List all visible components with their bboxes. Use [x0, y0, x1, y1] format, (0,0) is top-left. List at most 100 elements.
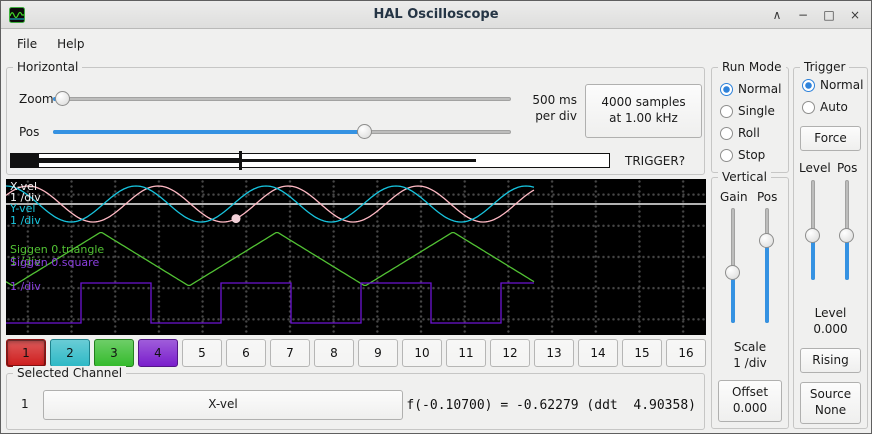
channel-button-3[interactable]: 3 [94, 339, 134, 367]
channel-button-15[interactable]: 15 [622, 339, 662, 367]
vertical-group: Vertical Gain Pos Scale 1 /div Offset 0.… [711, 170, 789, 429]
channel-button-8[interactable]: 8 [314, 339, 354, 367]
trigger-source-button[interactable]: Source None [800, 382, 861, 424]
run-mode-option-single[interactable]: Single [720, 104, 781, 118]
channel-button-12[interactable]: 12 [490, 339, 530, 367]
trigger-pos-slider[interactable] [838, 180, 856, 280]
window-controls: ∧ − □ × [769, 8, 863, 22]
channel-button-7[interactable]: 7 [270, 339, 310, 367]
time-per-div-line1: 500 ms [532, 93, 577, 107]
vertical-group-title: Vertical [718, 170, 771, 184]
radio-icon [720, 126, 733, 140]
trigger-pos-handle[interactable] [839, 228, 854, 243]
menubar: File Help [1, 29, 871, 59]
zoom-slider-groove[interactable] [53, 97, 511, 101]
channel-button-13[interactable]: 13 [534, 339, 574, 367]
pos-slider-handle[interactable] [357, 124, 373, 139]
selected-channel-button-label: X-vel [208, 397, 238, 412]
gain-slider[interactable] [724, 208, 742, 323]
maximize-icon[interactable]: □ [823, 7, 835, 22]
offset-button-line2: 0.000 [732, 401, 768, 415]
scale-value: 1 /div [733, 356, 767, 370]
radio-icon [720, 82, 733, 96]
channel-button-1[interactable]: 1 [6, 339, 46, 367]
slope-button[interactable]: Rising [800, 348, 861, 373]
shade-icon[interactable]: ∧ [772, 7, 782, 22]
trigger-question-label: TRIGGER? [625, 154, 686, 168]
app-icon[interactable] [9, 6, 25, 23]
channel-button-14[interactable]: 14 [578, 339, 618, 367]
vertical-pos-slider[interactable] [758, 208, 776, 323]
radio-icon [720, 148, 733, 162]
force-button-label: Force [814, 130, 847, 145]
trigger-source-line2: None [814, 403, 847, 417]
gain-slider-handle[interactable] [725, 265, 740, 281]
channel-button-2[interactable]: 2 [50, 339, 90, 367]
channel-button-9[interactable]: 9 [358, 339, 398, 367]
pos-label: Pos [19, 125, 40, 139]
horizontal-pos-slider[interactable] [53, 123, 511, 141]
time-per-div-label: 500 ms per div [512, 92, 577, 124]
trace-x-vel [6, 185, 535, 223]
record-extent-line [241, 159, 476, 162]
minimize-icon[interactable]: − [797, 7, 809, 22]
radio-label: Roll [738, 126, 760, 140]
trigger-mode-option-normal[interactable]: Normal [802, 78, 863, 92]
channel-readout: f(-0.10700) = -0.62279 (ddt 4.90358) [406, 398, 696, 413]
slope-button-label: Rising [812, 352, 849, 367]
record-pretrigger-block [11, 154, 39, 167]
run-mode-option-roll[interactable]: Roll [720, 126, 781, 140]
gain-slider-fill [731, 279, 735, 323]
trigger-pos-slider-label: Pos [837, 161, 858, 175]
record-position-bar[interactable] [10, 151, 610, 170]
radio-label: Single [738, 104, 775, 118]
trace-siggen-0-triangle [6, 231, 535, 287]
window-title: HAL Oscilloscope [373, 7, 499, 22]
channel-button-16[interactable]: 16 [666, 339, 706, 367]
selected-channel-button[interactable]: X-vel [43, 390, 403, 420]
channel-button-11[interactable]: 11 [446, 339, 486, 367]
channel-button-10[interactable]: 10 [402, 339, 442, 367]
run-mode-group-title: Run Mode [718, 60, 786, 74]
channel-button-6[interactable]: 6 [226, 339, 266, 367]
trigger-level-slider[interactable] [804, 180, 822, 280]
channel-button-row: 1 2 3 4 5 6 7 8 9 10 11 12 13 14 15 16 [6, 338, 706, 368]
probe-marker[interactable] [231, 214, 241, 224]
zoom-slider-handle[interactable] [55, 91, 71, 106]
offset-button[interactable]: Offset 0.000 [718, 380, 782, 422]
radio-icon [720, 104, 733, 118]
close-icon[interactable]: × [849, 7, 861, 22]
trace-siggen-0-square [6, 282, 534, 324]
trigger-level-handle[interactable] [805, 228, 820, 243]
titlebar[interactable]: HAL Oscilloscope ∧ − □ × [1, 1, 871, 29]
trigger-source-line1: Source [809, 387, 852, 402]
scope-traces [6, 185, 706, 324]
horizontal-group-title: Horizontal [13, 60, 83, 74]
selected-channel-number: 1 [21, 397, 29, 411]
scale-caption: Scale [733, 340, 767, 354]
trace-y-vel [6, 185, 535, 223]
trigger-position-tick[interactable] [239, 151, 242, 170]
run-mode-option-normal[interactable]: Normal [720, 82, 781, 96]
trigger-mode-option-auto[interactable]: Auto [802, 100, 863, 114]
pos-slider-fill [53, 130, 365, 134]
record-window-band [39, 158, 241, 163]
radio-icon [802, 78, 815, 92]
channel-button-5[interactable]: 5 [182, 339, 222, 367]
trigger-group: Trigger Normal Auto Force Level Pos Level… [793, 60, 868, 429]
samples-button[interactable]: 4000 samples at 1.00 kHz [585, 84, 702, 138]
vertical-pos-label: Pos [757, 190, 778, 204]
channel-button-4[interactable]: 4 [138, 339, 178, 367]
menu-file[interactable]: File [17, 37, 38, 51]
horizontal-group: Horizontal Zoom Pos 500 ms per div 4000 … [6, 60, 705, 175]
run-mode-options: Normal Single Roll Stop [720, 82, 781, 162]
trigger-level-fill [811, 240, 815, 280]
zoom-slider[interactable] [53, 90, 511, 108]
samples-button-line1: 4000 samples [601, 95, 686, 110]
force-button[interactable]: Force [800, 126, 861, 151]
run-mode-option-stop[interactable]: Stop [720, 148, 781, 162]
menu-help[interactable]: Help [57, 37, 85, 51]
vertical-pos-handle[interactable] [759, 233, 774, 249]
radio-icon [802, 100, 815, 114]
